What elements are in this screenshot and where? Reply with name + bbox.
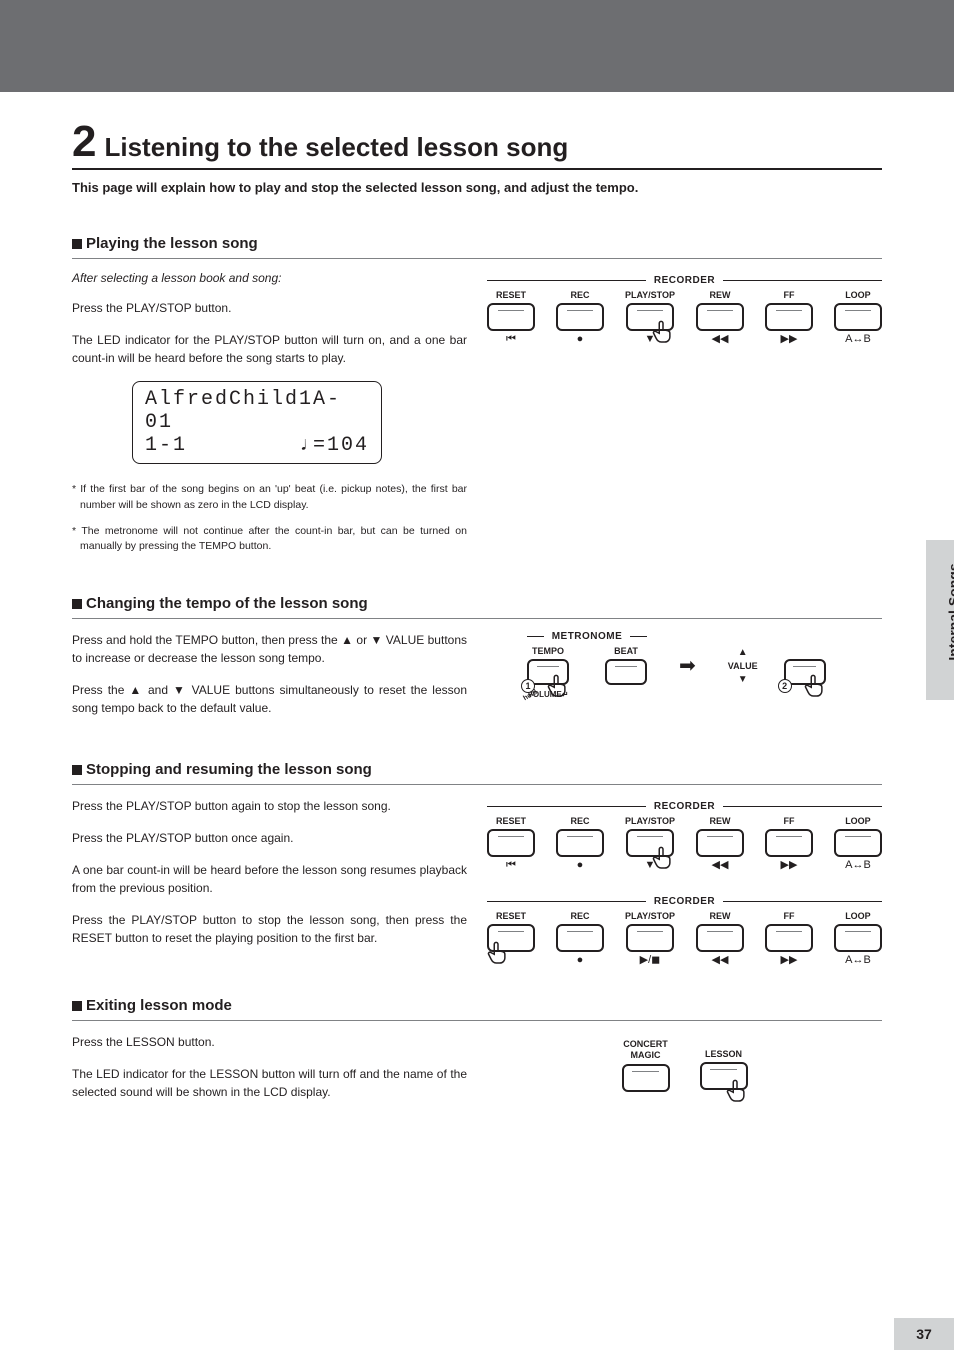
loop-label: LOOP xyxy=(845,290,871,300)
loop-icon: A↔B xyxy=(845,334,871,346)
rew-button[interactable] xyxy=(696,924,744,952)
arrow-icon: ➡ xyxy=(679,653,696,678)
exit-p1: Press the LESSON button. xyxy=(72,1033,467,1051)
footnote-2: * The metronome will not continue after … xyxy=(72,524,467,556)
intro-text: This page will explain how to play and s… xyxy=(72,180,882,195)
metronome-label: METRONOME xyxy=(552,631,623,642)
rew-icon: ◀◀ xyxy=(712,334,729,346)
chapter-title: 2 Listening to the selected lesson song xyxy=(72,120,882,170)
value-arrows: ▲ VALUE ▼ xyxy=(728,647,758,685)
value-label: VALUE xyxy=(728,661,758,671)
stop-p3: A one bar count-in will be heard before … xyxy=(72,861,467,897)
playstop-button[interactable] xyxy=(626,829,674,857)
exit-p2: The LED indicator for the LESSON button … xyxy=(72,1065,467,1101)
section-tab-label: Internal Songs xyxy=(945,563,954,660)
recorder-label: RECORDER xyxy=(654,896,715,907)
playstop-button[interactable] xyxy=(626,924,674,952)
ff-icon: ▶▶ xyxy=(781,334,798,346)
pointer-hand-icon xyxy=(722,1076,752,1106)
reset-label: RESET xyxy=(496,290,526,300)
loop-button[interactable] xyxy=(834,924,882,952)
reset-button[interactable] xyxy=(487,924,535,952)
rew-label: REW xyxy=(709,290,730,300)
recorder-panel-3: RECORDER RESET REC● PLAY/STOP▶/◼ REW◀◀ F… xyxy=(487,896,882,967)
ff-button[interactable] xyxy=(765,303,813,331)
pointer-hand-icon xyxy=(800,671,830,701)
header-band xyxy=(0,0,954,92)
lcd-tempo: ♩=104 xyxy=(299,434,369,457)
ff-button[interactable] xyxy=(765,924,813,952)
beat-label: BEAT xyxy=(614,646,638,656)
section-head-playing: Playing the lesson song xyxy=(72,235,882,259)
stop-p2: Press the PLAY/STOP button once again. xyxy=(72,829,467,847)
recorder-panel-1: RECORDER RESET⏮ REC● PLAY/STOP▼ REW◀◀ FF… xyxy=(487,275,882,346)
rew-button[interactable] xyxy=(696,829,744,857)
concert-magic-button[interactable] xyxy=(622,1064,670,1092)
loop-button[interactable] xyxy=(834,829,882,857)
section-head-stopping: Stopping and resuming the lesson song xyxy=(72,761,882,785)
section-playing: Playing the lesson song After selecting … xyxy=(72,235,882,565)
pointer-hand-icon xyxy=(483,938,513,968)
lcd-line1: AlfredChild1A-01 xyxy=(145,388,369,434)
section-head-tempo: Changing the tempo of the lesson song xyxy=(72,595,882,619)
metronome-panel: METRONOME TEMPO1holdVOLUME↵ BEAT ➡ ▲ VAL… xyxy=(527,631,882,700)
value-down-icon: ▼ xyxy=(738,674,748,685)
instruction-p2: The LED indicator for the PLAY/STOP butt… xyxy=(72,331,467,367)
tempo-label: TEMPO xyxy=(532,646,564,656)
footnote-1: * If the first bar of the song begins on… xyxy=(72,482,467,514)
footer: 37 xyxy=(0,1318,954,1350)
lesson-button[interactable] xyxy=(700,1062,748,1090)
rec-button[interactable] xyxy=(556,924,604,952)
beat-button[interactable] xyxy=(605,659,647,685)
rec-button[interactable] xyxy=(556,303,604,331)
loop-button[interactable] xyxy=(834,303,882,331)
rec-button[interactable] xyxy=(556,829,604,857)
lesson-panel: CONCERT MAGIC LESSON xyxy=(487,1039,882,1092)
ff-button[interactable] xyxy=(765,829,813,857)
rec-label: REC xyxy=(570,290,589,300)
lesson-label: LESSON xyxy=(705,1039,742,1059)
reset-button[interactable] xyxy=(487,303,535,331)
lcd-bar: 1-1 xyxy=(145,434,187,457)
section-stopping: Stopping and resuming the lesson song Pr… xyxy=(72,761,882,967)
instruction-context: After selecting a lesson book and song: xyxy=(72,271,467,285)
rew-button[interactable] xyxy=(696,303,744,331)
rec-icon: ● xyxy=(577,334,584,346)
ff-label: FF xyxy=(783,290,794,300)
stop-p1: Press the PLAY/STOP button again to stop… xyxy=(72,797,467,815)
chapter-number: 2 xyxy=(72,120,96,164)
step-2-badge: 2 xyxy=(778,679,792,693)
chapter-heading: Listening to the selected lesson song xyxy=(104,132,568,163)
recorder-panel-2: RECORDER RESET⏮ REC● PLAY/STOP▼ REW◀◀ FF… xyxy=(487,801,882,872)
instruction-p1: Press the PLAY/STOP button. xyxy=(72,299,467,317)
tempo-p2: Press the ▲ and ▼ VALUE buttons simultan… xyxy=(72,681,467,717)
reset-button[interactable] xyxy=(487,829,535,857)
recorder-label: RECORDER xyxy=(654,801,715,812)
section-head-exiting: Exiting lesson mode xyxy=(72,997,882,1021)
page-number: 37 xyxy=(894,1318,954,1350)
skip-back-icon: ⏮ xyxy=(506,334,516,346)
pointer-hand-icon xyxy=(648,843,678,873)
recorder-label: RECORDER xyxy=(654,275,715,286)
section-exiting: Exiting lesson mode Press the LESSON but… xyxy=(72,997,882,1115)
pointer-hand-icon xyxy=(543,671,573,701)
tempo-p1: Press and hold the TEMPO button, then pr… xyxy=(72,631,467,667)
lcd-display: AlfredChild1A-01 1-1 ♩=104 xyxy=(132,381,382,464)
stop-p4: Press the PLAY/STOP button to stop the l… xyxy=(72,911,467,947)
page-content: 2 Listening to the selected lesson song … xyxy=(0,92,954,1115)
playstop-label: PLAY/STOP xyxy=(625,290,675,300)
section-tempo: Changing the tempo of the lesson song Pr… xyxy=(72,595,882,731)
lcd-line2: 1-1 ♩=104 xyxy=(145,434,369,457)
playstop-button[interactable] xyxy=(626,303,674,331)
concert-magic-label: CONCERT MAGIC xyxy=(623,1039,668,1061)
pointer-hand-icon xyxy=(648,317,678,347)
value-button[interactable]: 2 xyxy=(784,659,826,685)
tempo-button[interactable]: 1hold xyxy=(527,659,569,685)
value-up-icon: ▲ xyxy=(738,647,748,658)
